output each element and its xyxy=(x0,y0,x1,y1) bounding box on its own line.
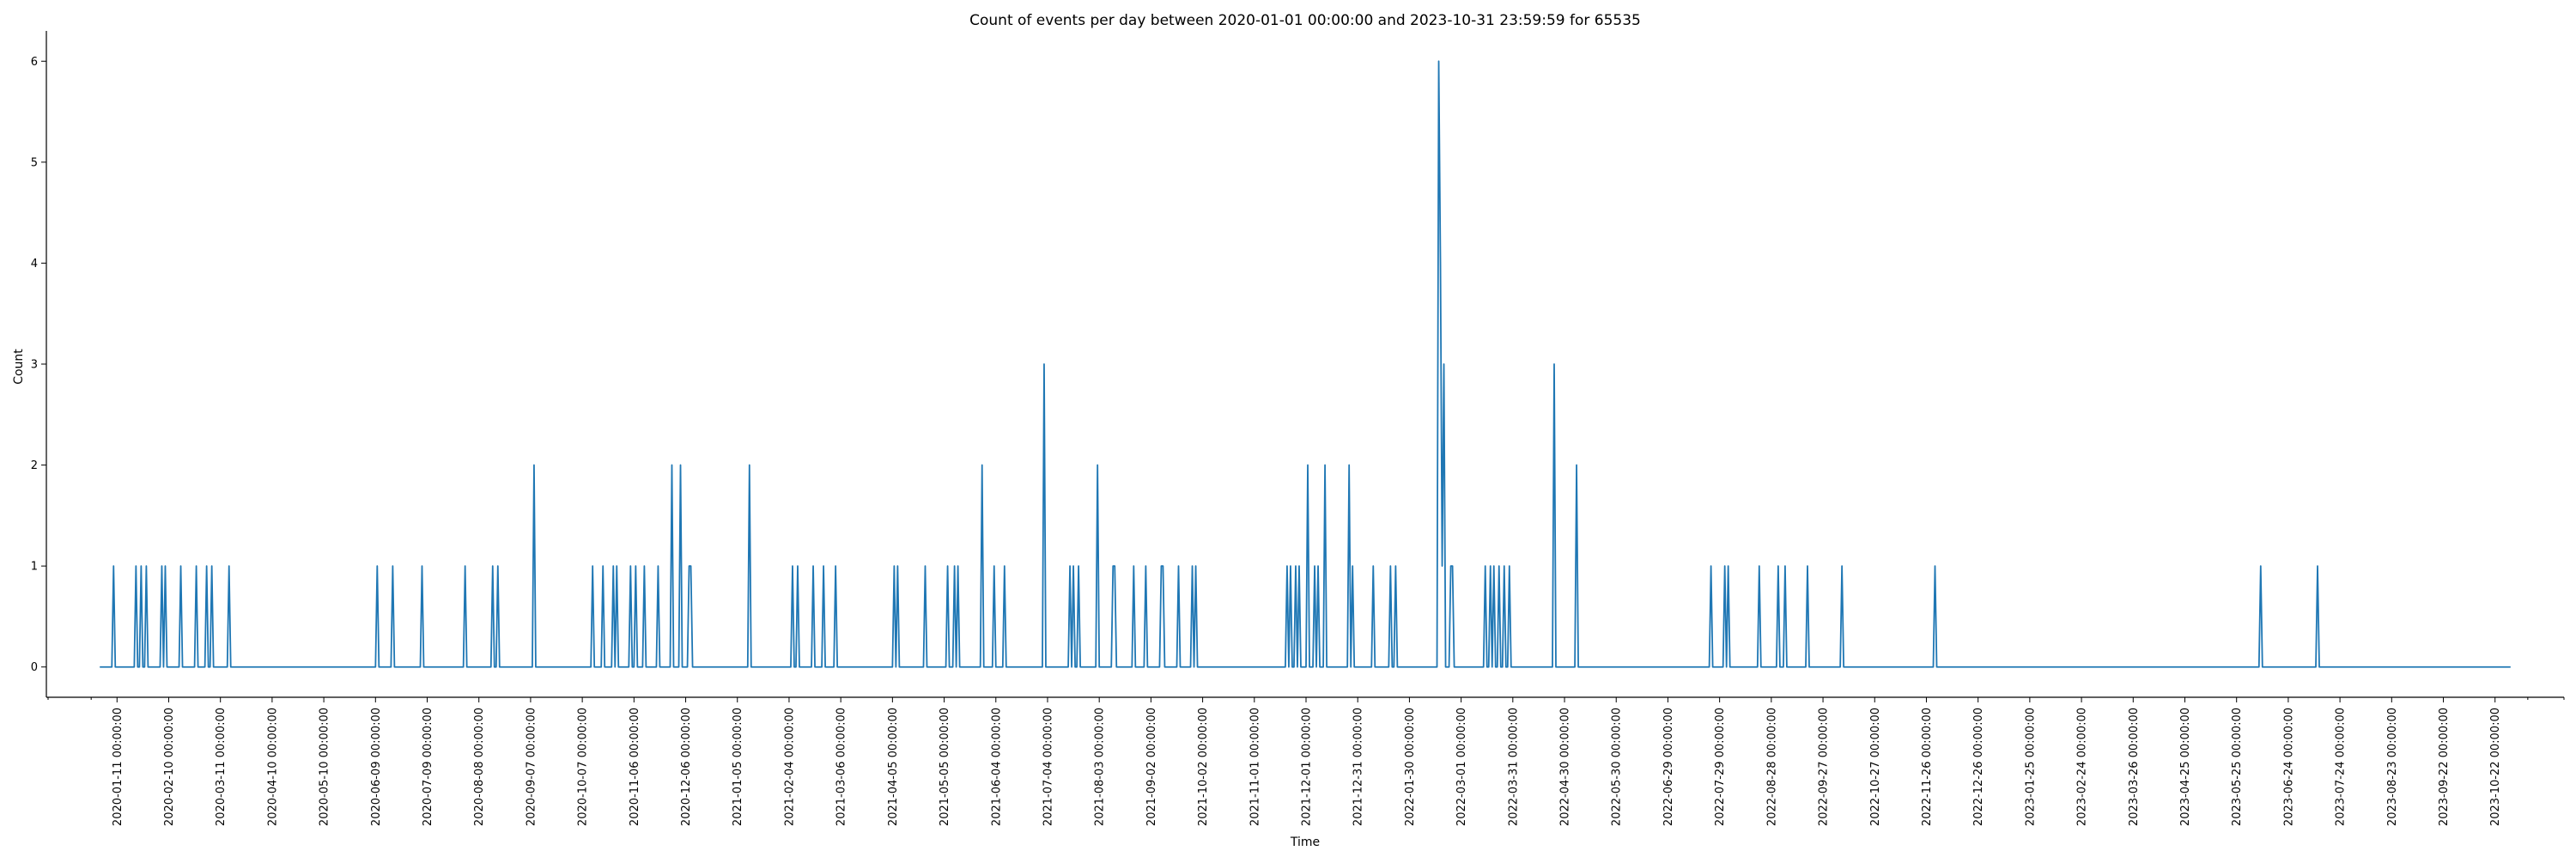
x-tick-label: 2022-12-26 00:00:00 xyxy=(1972,708,1985,826)
y-tick-label: 6 xyxy=(31,56,38,69)
x-tick-label: 2022-08-28 00:00:00 xyxy=(1765,708,1778,826)
x-tick-label: 2021-05-05 00:00:00 xyxy=(939,708,951,826)
x-tick-label: 2022-09-27 00:00:00 xyxy=(1818,708,1831,826)
x-tick-label: 2022-03-01 00:00:00 xyxy=(1455,708,1468,826)
x-tick-label: 2021-01-05 00:00:00 xyxy=(732,708,744,826)
x-tick-label: 2021-04-05 00:00:00 xyxy=(887,708,900,826)
x-tick-label: 2023-06-24 00:00:00 xyxy=(2282,708,2295,826)
x-tick-label: 2020-09-07 00:00:00 xyxy=(525,708,538,826)
x-tick-label: 2020-05-10 00:00:00 xyxy=(319,708,331,826)
x-axis-ticks: 2020-01-11 00:00:00 2020-02-10 00:00:00 20… xyxy=(112,697,2502,826)
x-tick-label: 2023-05-25 00:00:00 xyxy=(2231,708,2244,826)
x-tick-label: 2022-06-29 00:00:00 xyxy=(1662,708,1675,826)
x-tick-label: 2020-06-09 00:00:00 xyxy=(370,708,383,826)
y-tick-label: 1 xyxy=(31,561,38,574)
x-tick-label: 2021-06-04 00:00:00 xyxy=(990,708,1003,826)
x-tick-label: 2021-09-02 00:00:00 xyxy=(1145,708,1158,826)
x-tick-label: 2020-10-07 00:00:00 xyxy=(577,708,590,826)
y-tick-label: 0 xyxy=(31,661,38,674)
y-axis-label: Count xyxy=(12,349,26,385)
x-tick-label: 2020-01-11 00:00:00 xyxy=(112,708,125,826)
x-tick-label: 2021-02-04 00:00:00 xyxy=(783,708,796,826)
x-tick-label: 2023-08-23 00:00:00 xyxy=(2386,708,2399,826)
x-tick-label: 2020-07-09 00:00:00 xyxy=(422,708,434,826)
x-tick-label: 2021-11-01 00:00:00 xyxy=(1249,708,1261,826)
y-tick-label: 5 xyxy=(31,156,38,169)
x-tick-label: 2022-04-30 00:00:00 xyxy=(1559,708,1572,826)
x-tick-label: 2022-11-26 00:00:00 xyxy=(1921,708,1934,826)
x-axis-label: Time xyxy=(1290,836,1320,849)
x-tick-label: 2022-01-30 00:00:00 xyxy=(1404,708,1417,826)
x-tick-label: 2021-07-04 00:00:00 xyxy=(1042,708,1054,826)
x-tick-label: 2023-04-25 00:00:00 xyxy=(2179,708,2192,826)
chart-title: Count of events per day between 2020-01-… xyxy=(969,12,1641,29)
x-tick-label: 2020-03-11 00:00:00 xyxy=(215,708,228,826)
x-tick-label: 2020-04-10 00:00:00 xyxy=(266,708,279,826)
x-tick-label: 2021-12-31 00:00:00 xyxy=(1352,708,1365,826)
y-tick-label: 2 xyxy=(31,459,38,472)
x-tick-label: 2023-03-26 00:00:00 xyxy=(2128,708,2141,826)
x-tick-label: 2020-11-06 00:00:00 xyxy=(629,708,641,826)
x-tick-label: 2023-07-24 00:00:00 xyxy=(2335,708,2348,826)
x-tick-label: 2023-10-22 00:00:00 xyxy=(2489,708,2502,826)
x-axis-minor-ticks xyxy=(47,697,2565,700)
x-tick-label: 2020-02-10 00:00:00 xyxy=(163,708,176,826)
x-tick-label: 2022-05-30 00:00:00 xyxy=(1611,708,1624,826)
x-tick-label: 2020-08-08 00:00:00 xyxy=(473,708,486,826)
x-tick-label: 2022-03-31 00:00:00 xyxy=(1507,708,1520,826)
x-tick-label: 2022-07-29 00:00:00 xyxy=(1714,708,1727,826)
y-tick-label: 4 xyxy=(31,258,38,270)
y-axis-ticks: 0 1 2 3 4 5 6 xyxy=(31,56,46,674)
x-tick-label: 2021-10-02 00:00:00 xyxy=(1197,708,1210,826)
x-tick-label: 2020-12-06 00:00:00 xyxy=(680,708,693,826)
x-tick-label: 2021-08-03 00:00:00 xyxy=(1094,708,1107,826)
x-tick-label: 2023-01-25 00:00:00 xyxy=(2024,708,2037,826)
x-tick-label: 2021-12-01 00:00:00 xyxy=(1301,708,1314,826)
x-tick-label: 2022-10-27 00:00:00 xyxy=(1869,708,1882,826)
series-line xyxy=(100,60,2511,668)
x-tick-label: 2023-02-24 00:00:00 xyxy=(2076,708,2089,826)
x-tick-label: 2023-09-22 00:00:00 xyxy=(2438,708,2451,826)
x-tick-label: 2021-03-06 00:00:00 xyxy=(835,708,848,826)
y-tick-label: 3 xyxy=(31,359,38,372)
